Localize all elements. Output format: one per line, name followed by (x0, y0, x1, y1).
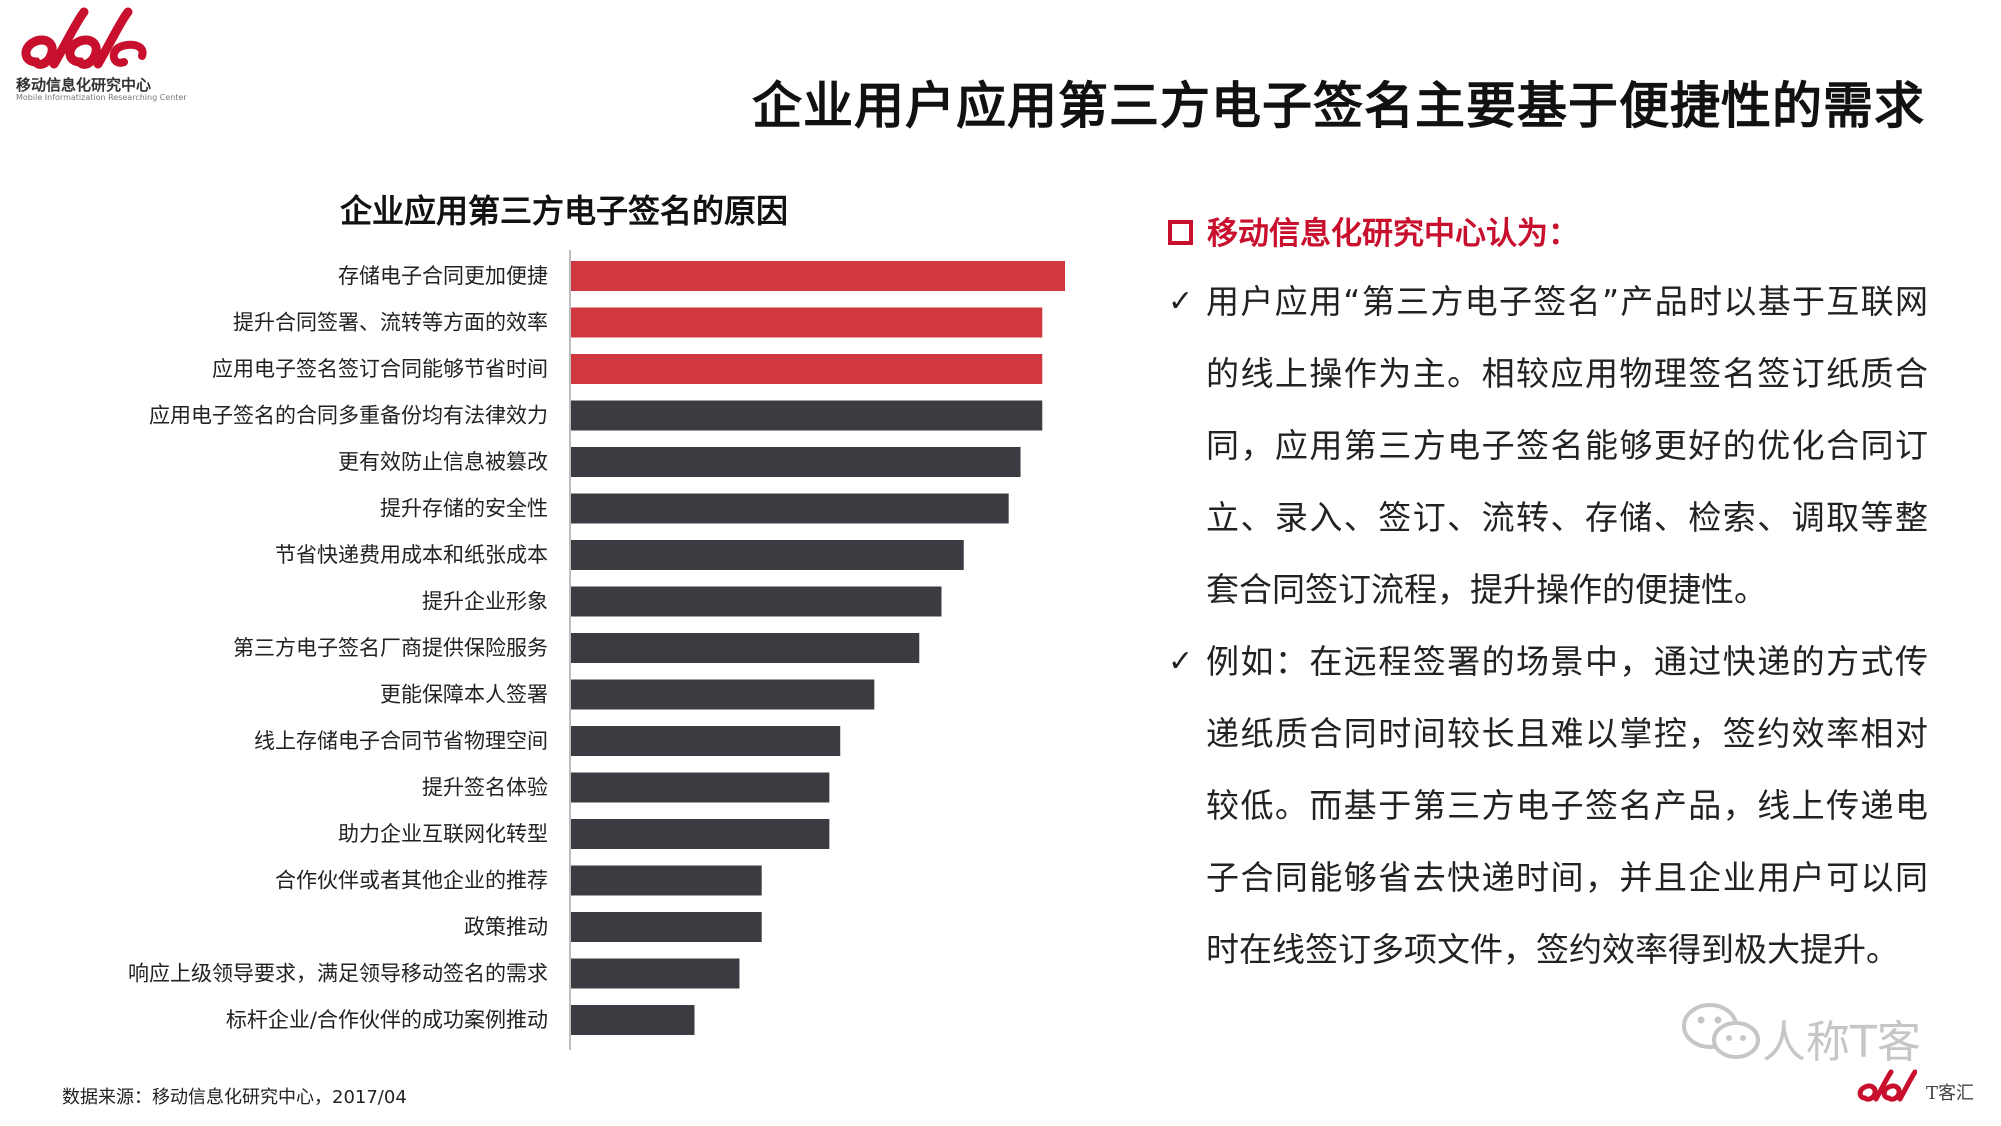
footer-brand: T客汇 (1926, 1083, 1975, 1104)
category-label: 更能保障本人签署 (380, 683, 548, 707)
category-label: 应用电子签名的合同多重备份均有法律效力 (149, 404, 548, 428)
watermark-text: 人称T客 (1762, 1017, 1921, 1068)
bar (571, 1005, 695, 1035)
bar (571, 586, 942, 617)
category-label: 合作伙伴或者其他企业的推荐 (275, 869, 548, 893)
category-label: 响应上级领导要求，满足领导移动签名的需求 (128, 962, 548, 986)
analysis-point: ✓ 用户应用“第三方电子签名”产品时以基于互联网的线上操作为主。相较应用物理签名… (1168, 266, 1928, 626)
bar-chart: 存储电子合同更加便捷提升合同签署、流转等方面的效率应用电子签名签订合同能够节省时… (128, 250, 1065, 1050)
logo-org-name-en: Mobile Informatization Researching Cente… (16, 93, 187, 102)
analysis-point: ✓ 例如：在远程签署的场景中，通过快递的方式传递纸质合同时间较长且难以掌控，签约… (1168, 626, 1928, 986)
check-icon: ✓ (1168, 644, 1194, 679)
bar (571, 819, 830, 849)
category-label: 提升签名体验 (422, 776, 548, 800)
category-label: 线上存储电子合同节省物理空间 (254, 729, 548, 753)
bar (571, 772, 830, 803)
bar (571, 865, 762, 896)
chart-title: 企业应用第三方电子签名的原因 (340, 192, 789, 230)
bar (571, 400, 1043, 431)
logo-org-name: 移动信息化研究中心 (16, 76, 152, 94)
bar (571, 493, 1009, 524)
category-label: 提升存储的安全性 (380, 497, 548, 521)
category-label: 提升合同签署、流转等方面的效率 (233, 311, 548, 335)
bar (571, 261, 1065, 291)
bar (571, 447, 1021, 477)
analysis-point-text: 用户应用“第三方电子签名”产品时以基于互联网的线上操作为主。相较应用物理签名签订… (1206, 282, 1928, 609)
square-bullet-icon (1168, 220, 1193, 245)
check-icon: ✓ (1168, 284, 1194, 319)
logo-icon (21, 7, 147, 69)
data-source: 数据来源：移动信息化研究中心，2017/04 (62, 1087, 407, 1108)
bar (571, 540, 964, 570)
bar (571, 679, 875, 710)
category-label: 政策推动 (464, 915, 548, 939)
category-label: 应用电子签名签订合同能够节省时间 (212, 357, 548, 381)
bar (571, 912, 762, 942)
category-label: 第三方电子签名厂商提供保险服务 (233, 636, 548, 660)
category-label: 助力企业互联网化转型 (338, 822, 548, 846)
bar (571, 307, 1043, 338)
analysis-header: 移动信息化研究中心认为： (1168, 208, 1579, 253)
category-label: 更有效防止信息被篡改 (338, 450, 548, 474)
category-label: 节省快递费用成本和纸张成本 (275, 543, 548, 567)
bar (571, 726, 841, 756)
footer-logo-icon (1857, 1069, 1917, 1102)
category-label: 提升企业形象 (422, 590, 548, 614)
category-label: 标杆企业/合作伙伴的成功案例推动 (226, 1008, 548, 1032)
bar (571, 354, 1043, 384)
bar (571, 958, 740, 989)
analysis-point-text: 例如：在远程签署的场景中，通过快递的方式传递纸质合同时间较长且难以掌控，签约效率… (1206, 642, 1928, 969)
wechat-icon (1682, 1003, 1760, 1059)
bar (571, 633, 920, 663)
page-title: 企业用户应用第三方电子签名主要基于便捷性的需求 (752, 77, 1925, 135)
analysis-header-text: 移动信息化研究中心认为： (1207, 216, 1579, 252)
category-label: 存储电子合同更加便捷 (338, 264, 548, 288)
